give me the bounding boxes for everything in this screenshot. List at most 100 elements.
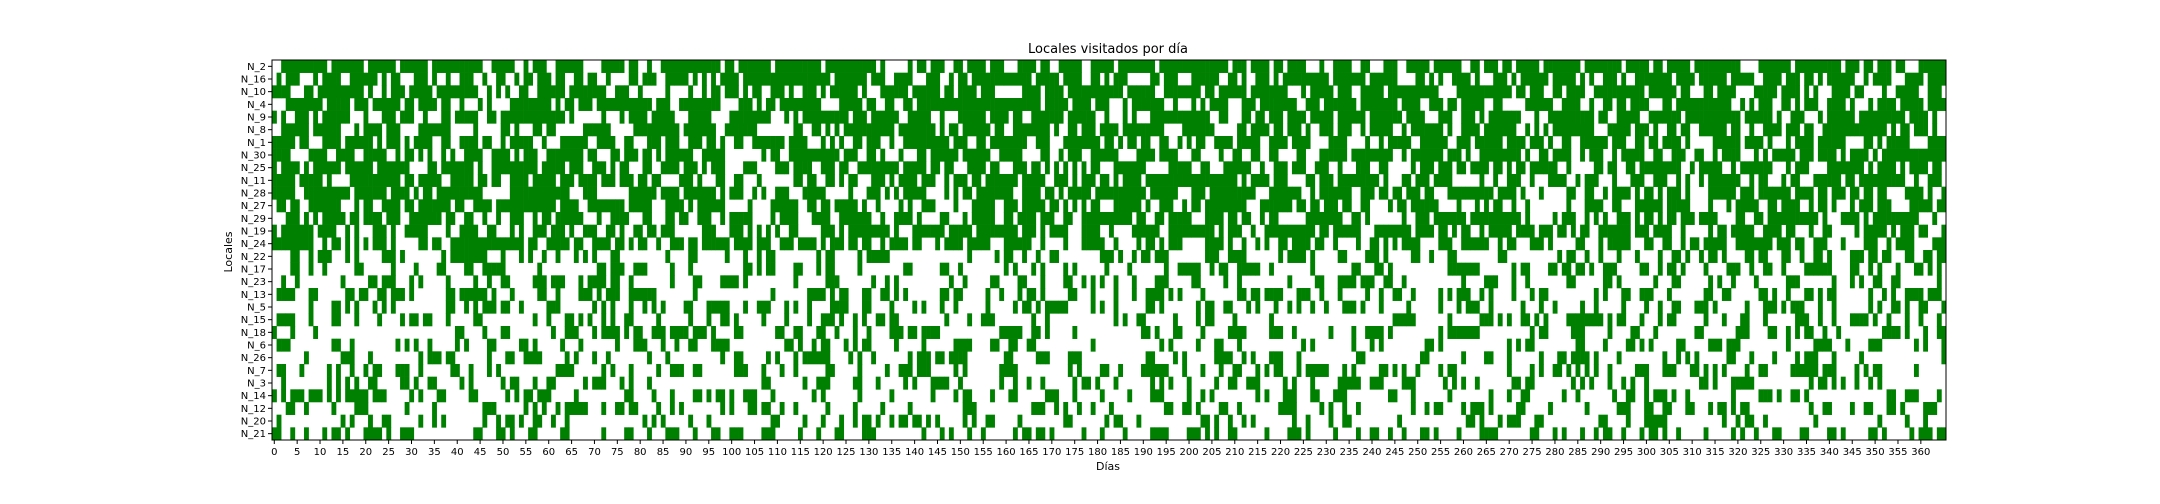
heatmap-row (276, 288, 1942, 301)
heatmap-cell (939, 212, 950, 225)
heatmap-cell (505, 351, 511, 365)
heatmap-cell (811, 98, 822, 111)
heatmap-cell (1653, 275, 1659, 289)
heatmap-cell (701, 186, 712, 200)
heatmap-cell (592, 186, 598, 200)
heatmap-cell (299, 110, 309, 124)
heatmap-cell (1680, 123, 1686, 137)
heatmap-cell (1891, 224, 1896, 238)
heatmap-cell (1891, 174, 1896, 187)
heatmap-cell (907, 60, 913, 73)
heatmap-cell (1109, 402, 1114, 415)
heatmap-cell (1721, 288, 1732, 301)
heatmap-cell (601, 237, 611, 251)
heatmap-cell (930, 174, 936, 187)
heatmap-cell (1218, 364, 1224, 377)
heatmap-cell (1122, 199, 1128, 213)
heatmap-cell (354, 313, 360, 327)
heatmap-cell (921, 199, 936, 213)
heatmap-cell (1205, 300, 1215, 314)
heatmap-cell (1653, 60, 1659, 73)
heatmap-cell (715, 98, 721, 111)
heatmap-cell (756, 250, 762, 263)
heatmap-cell (1799, 136, 1810, 149)
heatmap-cell (729, 402, 735, 415)
heatmap-cell (1470, 186, 1480, 200)
heatmap-cell (1859, 313, 1864, 327)
heatmap-cell (285, 313, 291, 327)
heatmap-cell (916, 186, 927, 200)
heatmap-cell (1090, 60, 1105, 73)
heatmap-cell (464, 338, 469, 352)
heatmap-cell (1872, 237, 1878, 251)
heatmap-cell (1589, 148, 1595, 162)
heatmap-cell (711, 224, 716, 238)
heatmap-cell (1136, 174, 1142, 187)
heatmap-cell (1067, 186, 1073, 200)
heatmap-cell (752, 389, 758, 403)
heatmap-cell (1827, 60, 1832, 73)
heatmap-cell (464, 300, 469, 314)
heatmap-cell (1744, 250, 1750, 263)
heatmap-cell (491, 262, 497, 276)
heatmap-cell (509, 186, 515, 200)
heatmap-cell (948, 72, 954, 86)
heatmap-cell (866, 123, 872, 137)
heatmap-cell (560, 72, 566, 86)
heatmap-cell (871, 60, 877, 73)
heatmap-cell (1214, 60, 1220, 73)
heatmap-cell (999, 224, 1005, 238)
heatmap-cell (1726, 351, 1732, 365)
heatmap-cell (884, 275, 890, 289)
heatmap-cell (1319, 174, 1325, 187)
heatmap-cell (1904, 288, 1910, 301)
heatmap-cell (1877, 212, 1883, 225)
heatmap-cell (1602, 186, 1608, 200)
heatmap-cell (1927, 186, 1933, 200)
heatmap-cell (720, 72, 730, 86)
heatmap-cell (1538, 237, 1544, 251)
heatmap-cell (1488, 402, 1494, 415)
heatmap-cell (1131, 275, 1137, 289)
heatmap-cell (1831, 376, 1837, 390)
heatmap-cell (994, 186, 1000, 200)
heatmap-cell (336, 98, 341, 111)
heatmap-cell (336, 389, 341, 403)
heatmap-cell (948, 85, 954, 99)
heatmap-cell (1145, 199, 1151, 213)
heatmap-cell (592, 351, 598, 365)
heatmap-cell (1145, 237, 1151, 251)
heatmap-cell (1328, 186, 1338, 200)
heatmap-cell (1913, 288, 1919, 301)
heatmap-cell (578, 98, 593, 111)
heatmap-cell (1785, 326, 1791, 339)
heatmap-cell (1250, 85, 1256, 99)
heatmap-cell (967, 60, 977, 73)
heatmap-cell (381, 414, 387, 428)
heatmap-cell (1044, 313, 1050, 327)
heatmap-cell (1575, 110, 1581, 124)
heatmap-cell (468, 389, 474, 403)
heatmap-cell (784, 60, 794, 73)
heatmap-cell (1003, 364, 1014, 377)
heatmap-cell (1346, 98, 1357, 111)
heatmap-cell (1452, 224, 1457, 238)
heatmap-cell (1566, 60, 1581, 73)
heatmap-row (276, 313, 1942, 327)
heatmap-cell (1488, 110, 1494, 124)
heatmap-cell (1447, 161, 1453, 175)
heatmap-cell (743, 275, 748, 289)
heatmap-cell (354, 300, 360, 314)
heatmap-cell (1054, 174, 1059, 187)
heatmap-cell (1195, 110, 1201, 124)
heatmap-cell (1484, 186, 1489, 200)
heatmap-cell (816, 148, 822, 162)
heatmap-cell (894, 186, 899, 200)
heatmap-cell (368, 376, 378, 390)
heatmap-cell (445, 72, 451, 86)
heatmap-cell (1127, 262, 1133, 276)
heatmap-cell (953, 237, 959, 251)
heatmap-cell (1241, 85, 1247, 99)
heatmap-cell (1237, 288, 1242, 301)
heatmap-cell (505, 389, 511, 403)
